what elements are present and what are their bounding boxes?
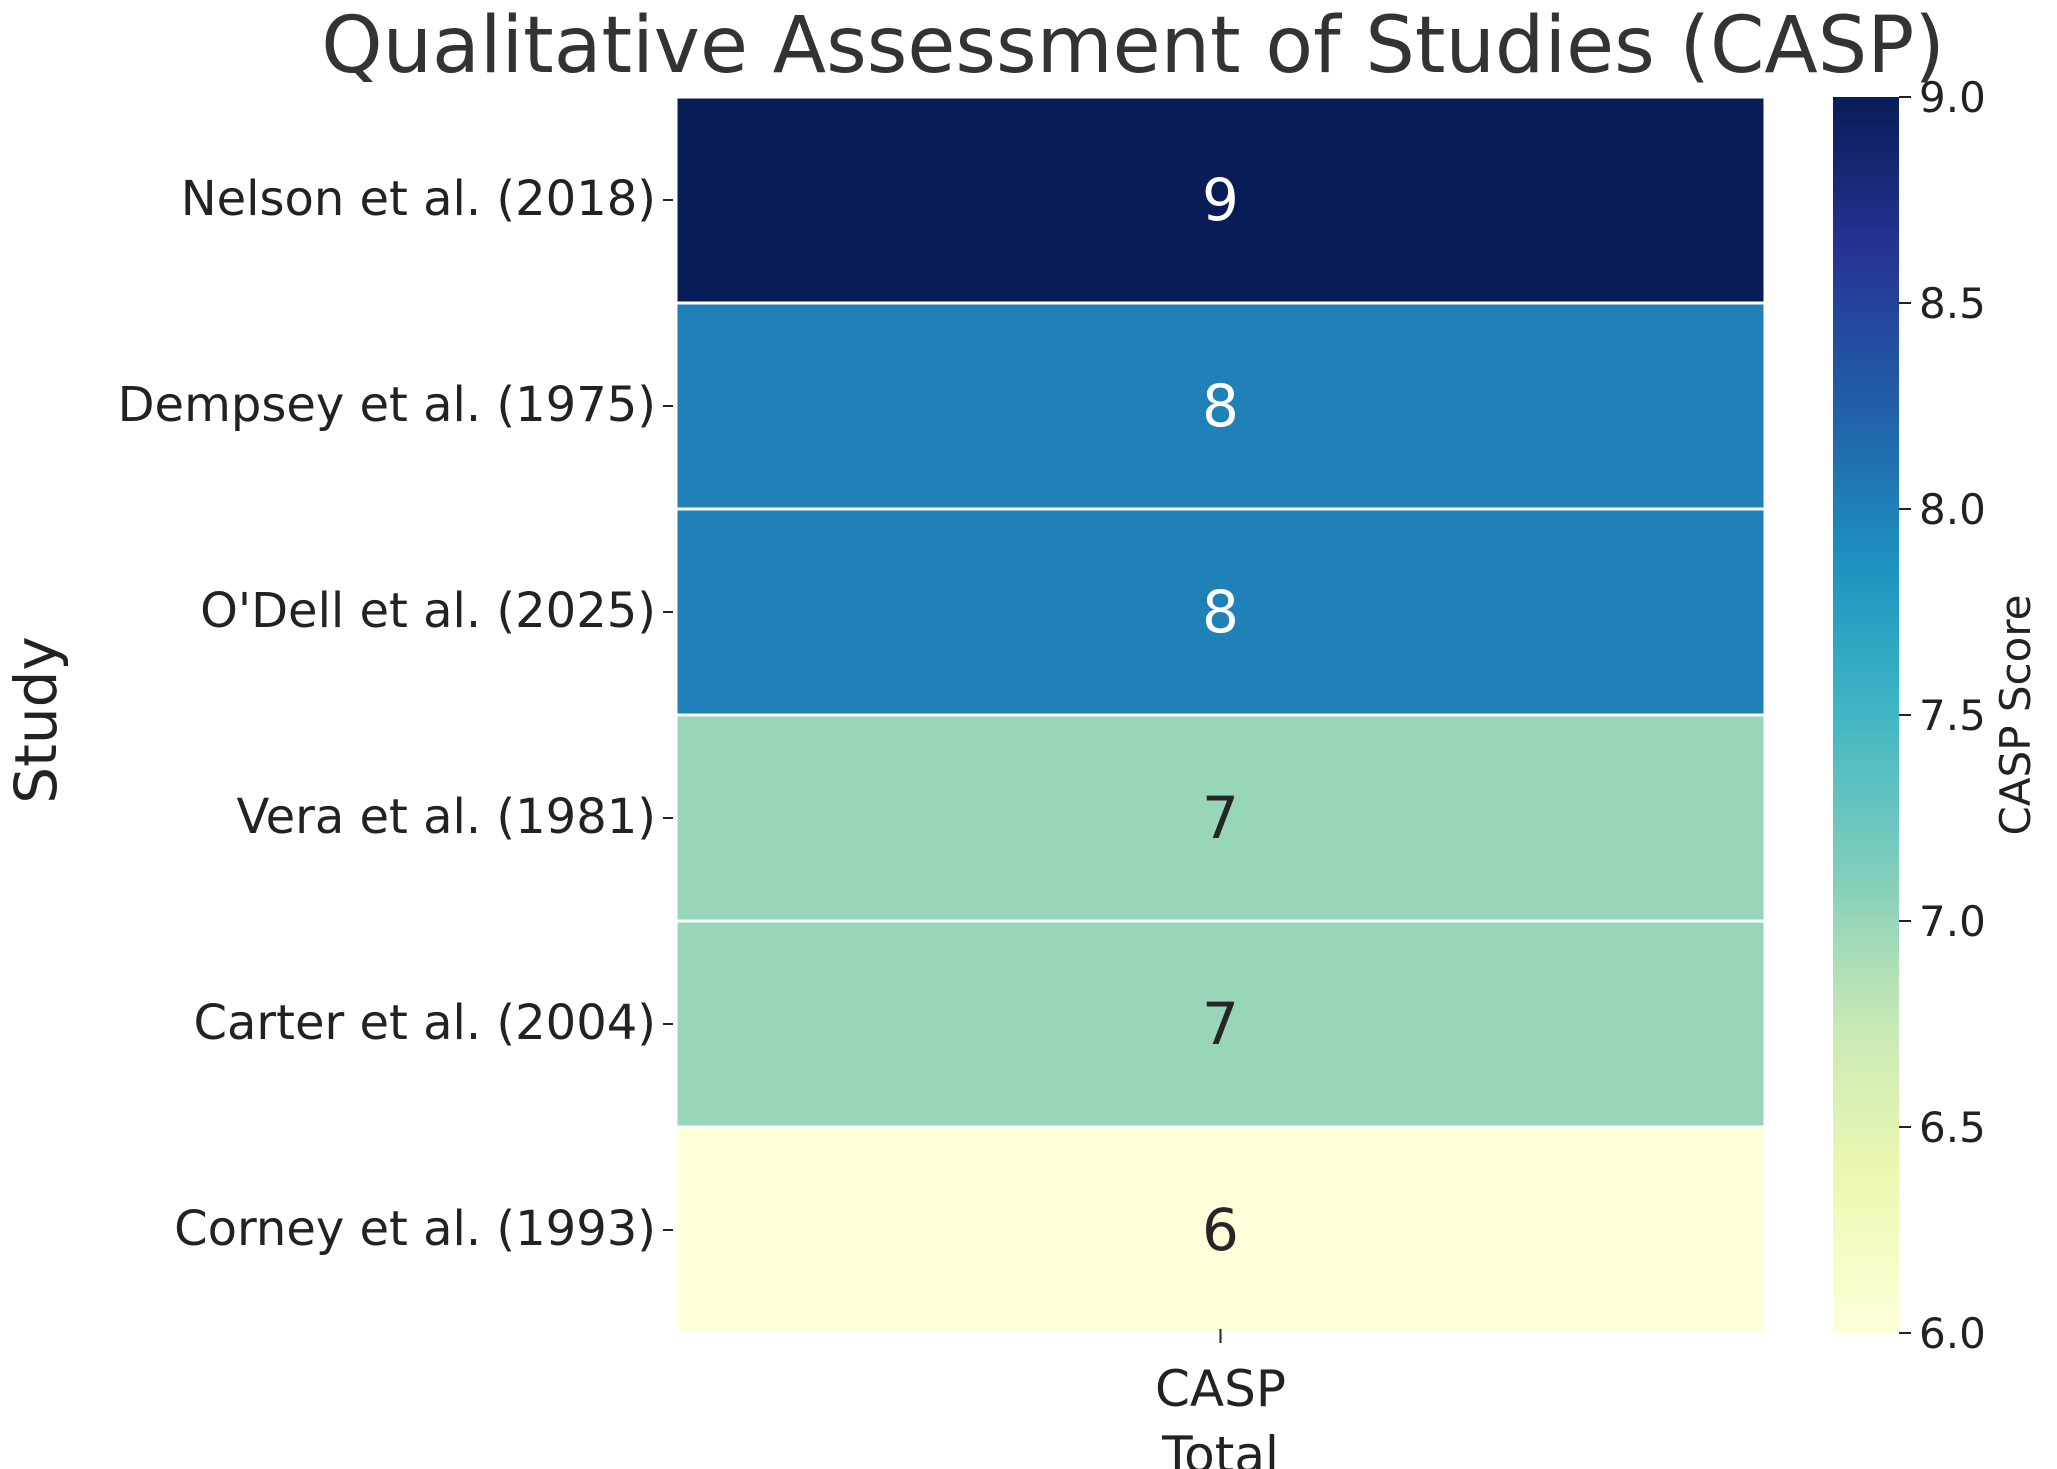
colorbar-tick-label: 8.5 bbox=[1919, 279, 1986, 328]
colorbar-ticks: 6.0 6.5 7.0 7.5 8.0 8.5 9.0 bbox=[1899, 73, 1986, 1358]
heatmap-cells: 9 8 8 7 7 6 bbox=[674, 95, 1767, 1335]
row-label: Dempsey et al. (1975) bbox=[118, 377, 656, 433]
row-labels: Nelson et al. (2018) Dempsey et al. (1975… bbox=[118, 171, 673, 1257]
colorbar-gradient bbox=[1833, 97, 1899, 1333]
colorbar-tick-label: 9.0 bbox=[1919, 73, 1986, 122]
cell-value-label: 9 bbox=[1202, 166, 1239, 234]
colorbar-tick-label: 7.5 bbox=[1919, 691, 1986, 740]
row-label: Carter et al. (2004) bbox=[194, 995, 657, 1051]
heatmap-cell bbox=[674, 95, 1767, 305]
colorbar-label: CASP Score bbox=[1991, 594, 2040, 835]
cell-value-label: 8 bbox=[1202, 372, 1239, 440]
heatmap-cell bbox=[674, 713, 1767, 923]
cell-value-label: 7 bbox=[1202, 784, 1239, 852]
row-label: O'Dell et al. (2025) bbox=[200, 583, 656, 639]
colorbar-tick-label: 7.0 bbox=[1919, 897, 1986, 946]
cell-value-label: 8 bbox=[1202, 578, 1239, 646]
colorbar-tick-label: 6.0 bbox=[1919, 1309, 1986, 1358]
colorbar-tick-label: 6.5 bbox=[1919, 1103, 1986, 1152]
chart-title: Qualitative Assessment of Studies (CASP) bbox=[321, 1, 1945, 91]
y-axis-label: Study bbox=[2, 636, 70, 803]
cell-value-label: 7 bbox=[1202, 990, 1239, 1058]
column-labels: CASP Total bbox=[1155, 1329, 1286, 1469]
row-label: Nelson et al. (2018) bbox=[181, 171, 656, 227]
column-label: CASP Total bbox=[1155, 1360, 1286, 1469]
heatmap-cell bbox=[674, 919, 1767, 1129]
row-label: Vera et al. (1981) bbox=[236, 789, 656, 845]
heatmap-cell bbox=[674, 507, 1767, 717]
heatmap-cell bbox=[674, 1125, 1767, 1335]
row-label: Corney et al. (1993) bbox=[174, 1201, 656, 1257]
heatmap-cell bbox=[674, 301, 1767, 511]
cell-value-label: 6 bbox=[1202, 1196, 1239, 1264]
colorbar: 6.0 6.5 7.0 7.5 8.0 8.5 9.0 CASP Score bbox=[1833, 73, 2040, 1358]
colorbar-tick-label: 8.0 bbox=[1919, 485, 1986, 534]
